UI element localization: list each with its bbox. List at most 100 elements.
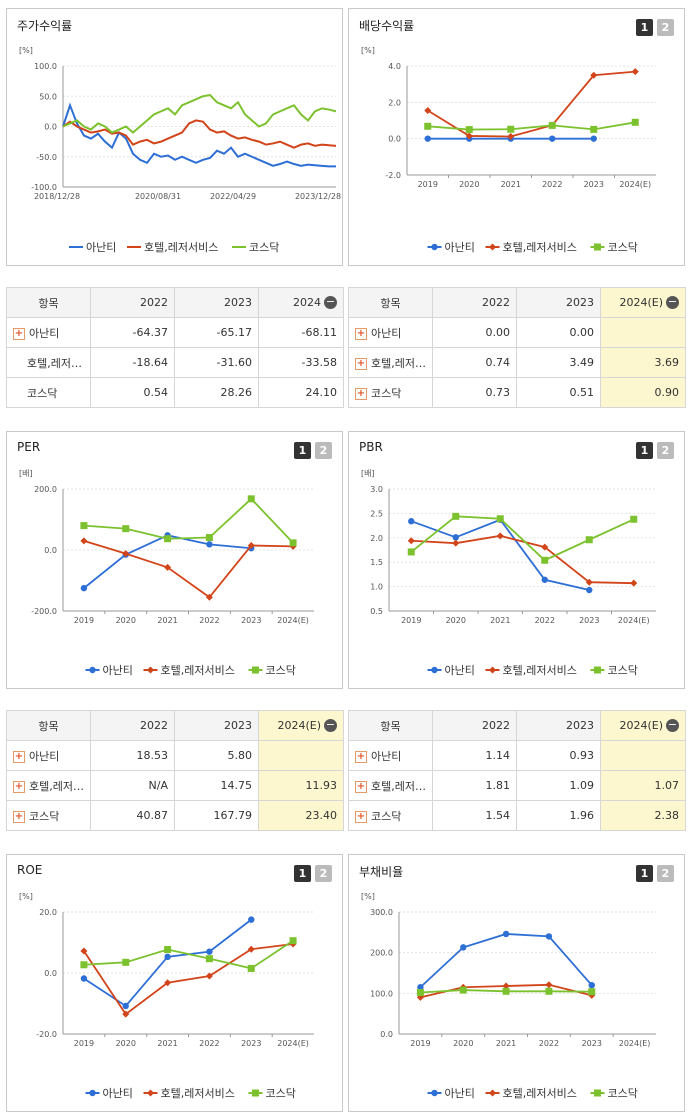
legend-label: 코스닥 [608,664,638,677]
x-tick-label: 2019 [74,616,94,625]
per-table: 항목 2022 2023 2024(E) − + 아난티 18.53 5.80 + 호텔,레저… N/… [6,710,344,831]
expand-icon[interactable]: + [13,750,25,763]
collapse-icon[interactable]: − [324,718,337,733]
table-row: 코스닥 0.54 28.26 24.10 [6,377,344,408]
row-name-cell[interactable]: + 아난티 [348,317,433,348]
x-tick-label: 2024(E) [277,616,309,625]
value-cell [600,740,686,771]
value-cell: 0.51 [516,377,601,408]
value-cell [258,740,344,771]
unit-label: [%] [361,46,375,55]
toggle-button-2[interactable]: 2 [315,442,332,459]
toggle-button-1[interactable]: 1 [636,865,653,882]
value-cell: 3.49 [516,347,601,378]
collapse-icon[interactable]: − [324,295,337,310]
expand-icon[interactable]: + [13,810,25,823]
table-row: + 호텔,레저… 1.81 1.09 1.07 [348,770,686,801]
expand-icon[interactable]: + [355,327,367,340]
legend-label: 호텔,레저서비스 [503,664,577,677]
toggle-button-2[interactable]: 2 [657,865,674,882]
x-tick-label: 2024(E) [618,616,650,625]
chart-title: 부채비율 [359,865,404,879]
price-table: 항목 2022 2023 2024− + 아난티 -64.37 -65.17 -68.11 호텔,… [6,287,344,408]
value-cell: -64.37 [90,317,175,348]
unit-label: [%] [19,46,33,55]
data-point [206,948,213,955]
expand-icon[interactable]: + [355,750,367,763]
toggle-button-2[interactable]: 2 [315,865,332,882]
expand-icon[interactable]: + [355,810,367,823]
data-point [545,981,553,989]
x-tick-label: 2020 [453,1039,473,1048]
collapse-icon[interactable]: − [666,295,679,310]
row-label: 코스닥 [371,809,402,823]
expand-icon[interactable]: + [355,387,367,400]
x-tick-label: 2019 [410,1039,430,1048]
value-cell: 3.69 [600,347,686,378]
legend-marker [147,666,154,674]
x-tick-label: 2022 [539,1039,559,1048]
column-header-label: 2022 [140,719,168,732]
row-name-cell[interactable]: + 호텔,레저… [6,770,91,801]
chart-legend: 아난티 호텔,레저서비스 코스닥 [427,664,638,677]
expand-icon[interactable]: + [13,780,25,793]
price-chart-panel: 주가수익률 [%] 100.0 50.0 0.0 -50.0 -100.0 2018/12/2… [6,8,343,266]
row-label: 코스닥 [27,386,58,400]
legend-label: 코스닥 [249,241,279,254]
data-point [164,535,172,543]
column-header: 2024− [258,287,344,318]
value-cell: 2.38 [600,800,686,831]
toggle-button-1[interactable]: 1 [294,442,311,459]
legend-label: 아난티 [103,1087,133,1100]
value-cell [600,317,686,348]
y-tick-label: 3.0 [370,485,383,494]
expand-icon[interactable]: + [13,327,25,340]
legend-marker [489,243,496,251]
chart-title: PBR [359,440,383,454]
y-tick-label: -100.0 [31,183,57,192]
value-cell: 1.96 [516,800,601,831]
data-point [122,958,130,966]
value-cell: 0.93 [516,740,601,771]
collapse-icon[interactable]: − [666,718,679,733]
toggle-button-2[interactable]: 2 [657,442,674,459]
value-cell: 0.54 [90,377,175,408]
row-name-cell[interactable]: + 호텔,레저… [348,770,433,801]
y-tick-label: 200.0 [370,949,393,958]
expand-icon[interactable]: + [355,357,367,370]
column-header-label: 2024(E) [619,295,663,309]
expand-icon[interactable]: + [355,780,367,793]
toggle-button-1[interactable]: 1 [294,865,311,882]
data-point [459,986,467,994]
x-tick-label: 2022 [542,180,562,189]
row-name-cell[interactable]: + 아난티 [348,740,433,771]
series-line-2 [83,939,294,970]
column-header: 2023 [516,710,601,741]
row-name-cell[interactable]: + 호텔,레저… [348,347,433,378]
toggle-button-2[interactable]: 2 [657,19,674,36]
row-name-cell[interactable]: + 아난티 [6,317,91,348]
value-cell: -18.64 [90,347,175,378]
legend-marker [489,1089,496,1097]
series-line-1 [83,539,294,599]
data-point [206,541,213,548]
x-tick-label: 2019 [74,1039,94,1048]
x-tick-label: 2022 [199,616,219,625]
legend-marker [252,666,259,674]
data-point [465,126,473,134]
row-name-cell[interactable]: + 코스닥 [348,377,433,408]
row-name-cell[interactable]: + 아난티 [6,740,91,771]
row-name-cell[interactable]: + 코스닥 [6,800,91,831]
data-point [407,537,415,545]
legend-label: 호텔,레저서비스 [161,664,235,677]
value-cell: 0.73 [432,377,517,408]
toggle-button-1[interactable]: 1 [636,19,653,36]
chart-title: ROE [17,863,43,877]
toggle-button-1[interactable]: 1 [636,442,653,459]
y-tick-label: 100.0 [34,62,57,71]
row-name-cell[interactable]: + 코스닥 [348,800,433,831]
row-name-cell: 호텔,레저… [6,347,91,378]
y-tick-label: -2.0 [385,171,401,180]
column-header: 항목 [6,287,91,318]
